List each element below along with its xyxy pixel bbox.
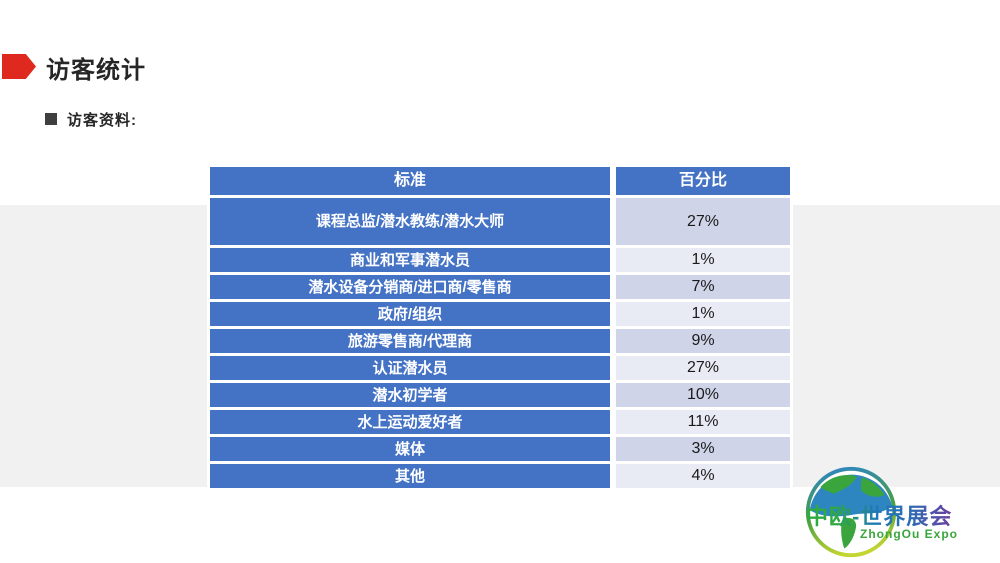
table-row-label: 水上运动爱好者 [210, 410, 610, 434]
table-row-value: 1% [616, 302, 790, 326]
title-arrow-icon [2, 54, 36, 79]
table-row-label: 商业和军事潜水员 [210, 248, 610, 272]
table-row-label: 旅游零售商/代理商 [210, 329, 610, 353]
page-title: 访客统计 [46, 57, 146, 84]
zhongou-expo-logo: 中欧-世界展会 ZhongOu Expo [800, 462, 998, 562]
logo-wordmark: 中欧-世界展会 [806, 499, 952, 531]
table-row-label: 认证潜水员 [210, 356, 610, 380]
table-row-label: 潜水设备分销商/进口商/零售商 [210, 275, 610, 299]
table-row-label: 其他 [210, 464, 610, 488]
table-row-label: 潜水初学者 [210, 383, 610, 407]
column-header-criteria: 标准 [210, 167, 610, 195]
visitor-statistics-table: 标准 百分比 课程总监/潜水教练/潜水大师 27% 商业和军事潜水员 1% 潜水… [207, 164, 793, 491]
table-row-value: 1% [616, 248, 790, 272]
logo-subtitle: ZhongOu Expo [860, 527, 958, 541]
globe-icon [805, 466, 897, 558]
table-row-value: 11% [616, 410, 790, 434]
table-row-value: 3% [616, 437, 790, 461]
bullet-square-icon [45, 113, 57, 125]
table-row-value: 27% [616, 356, 790, 380]
table-row-label: 课程总监/潜水教练/潜水大师 [210, 198, 610, 245]
table-row-value: 7% [616, 275, 790, 299]
section-label: 访客资料: [67, 112, 137, 129]
table-row-label: 政府/组织 [210, 302, 610, 326]
table-row-label: 媒体 [210, 437, 610, 461]
table-row-value: 10% [616, 383, 790, 407]
table-row-value: 4% [616, 464, 790, 488]
table-row-value: 27% [616, 198, 790, 245]
column-header-percentage: 百分比 [616, 167, 790, 195]
table-row-value: 9% [616, 329, 790, 353]
